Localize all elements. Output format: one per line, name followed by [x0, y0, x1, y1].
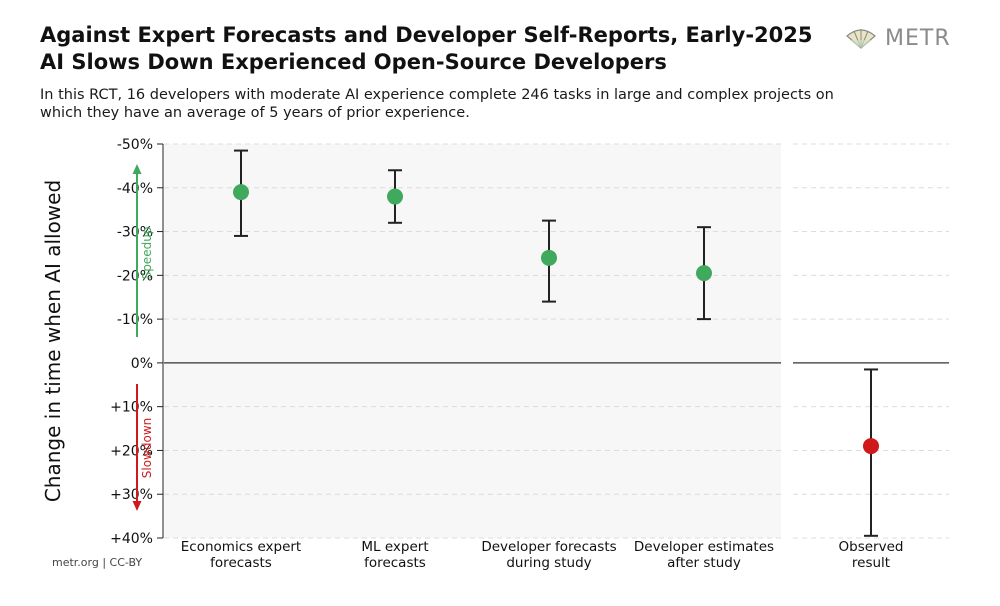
- forecasts-panel-bg: [164, 144, 781, 538]
- x-label-line-2: after study: [667, 555, 741, 571]
- x-label-line-1: Developer estimates: [634, 539, 774, 555]
- x-label-line-1: Observed: [839, 539, 904, 555]
- x-label-line-2: result: [852, 555, 890, 571]
- speedup-label: Speedup: [140, 227, 154, 280]
- data-point: [863, 438, 879, 455]
- y-axis-label: Change in time when AI allowed: [41, 180, 65, 502]
- y-tick-label: -20%: [117, 268, 153, 284]
- data-point: [387, 188, 403, 205]
- x-label-line-2: forecasts: [364, 555, 426, 571]
- point-group: [233, 149, 249, 237]
- point-group: [696, 226, 712, 321]
- slowdown-arrowhead-icon: [132, 501, 142, 511]
- slowdown-annotation: Slowdown: [132, 384, 154, 511]
- chart-subtitle: In this RCT, 16 developers with moderate…: [40, 87, 834, 121]
- y-tick-label: +20%: [110, 443, 153, 459]
- metr-fan-icon: [846, 29, 876, 49]
- title-line-1: Against Expert Forecasts and Developer S…: [40, 23, 813, 47]
- x-label-line-1: ML expert: [361, 539, 428, 555]
- y-tick-label: -30%: [117, 225, 153, 241]
- y-tick-label: -50%: [117, 137, 153, 153]
- panel-backgrounds: [164, 144, 949, 538]
- data-point: [233, 184, 249, 201]
- y-axis: -50% -40% -30% -20% -10% 0% +10% +20% +30% +40%: [110, 137, 164, 547]
- title-line-2: AI Slows Down Experienced Open-Source De…: [40, 50, 667, 74]
- x-label-line-1: Economics expert: [181, 539, 301, 555]
- speedup-annotation: Speedup: [132, 164, 154, 337]
- point-group: [387, 169, 403, 224]
- y-tick-label: +10%: [110, 400, 153, 416]
- y-tick-label: -40%: [117, 181, 153, 197]
- gridlines: [164, 143, 949, 539]
- data-point: [696, 265, 712, 282]
- data-point: [541, 249, 557, 266]
- x-label-line-1: Developer forecasts: [481, 539, 616, 555]
- y-tick-label: -10%: [117, 312, 153, 328]
- x-label-line-2: during study: [506, 555, 591, 571]
- chart-title: Against Expert Forecasts and Developer S…: [40, 22, 840, 76]
- speedup-arrowhead-icon: [132, 164, 142, 174]
- y-tick-label: +30%: [110, 487, 153, 503]
- point-group: [541, 219, 557, 303]
- point-group: [863, 368, 879, 537]
- y-tick-label: +40%: [110, 531, 153, 547]
- metr-logo: METR: [845, 22, 951, 54]
- slowdown-label: Slowdown: [140, 418, 154, 479]
- x-label-line-2: forecasts: [210, 555, 272, 571]
- y-tick-label: 0%: [131, 356, 153, 372]
- logo-text: METR: [885, 25, 951, 51]
- data-points: [233, 149, 879, 537]
- footer-credit: metr.org | CC-BY: [52, 556, 143, 569]
